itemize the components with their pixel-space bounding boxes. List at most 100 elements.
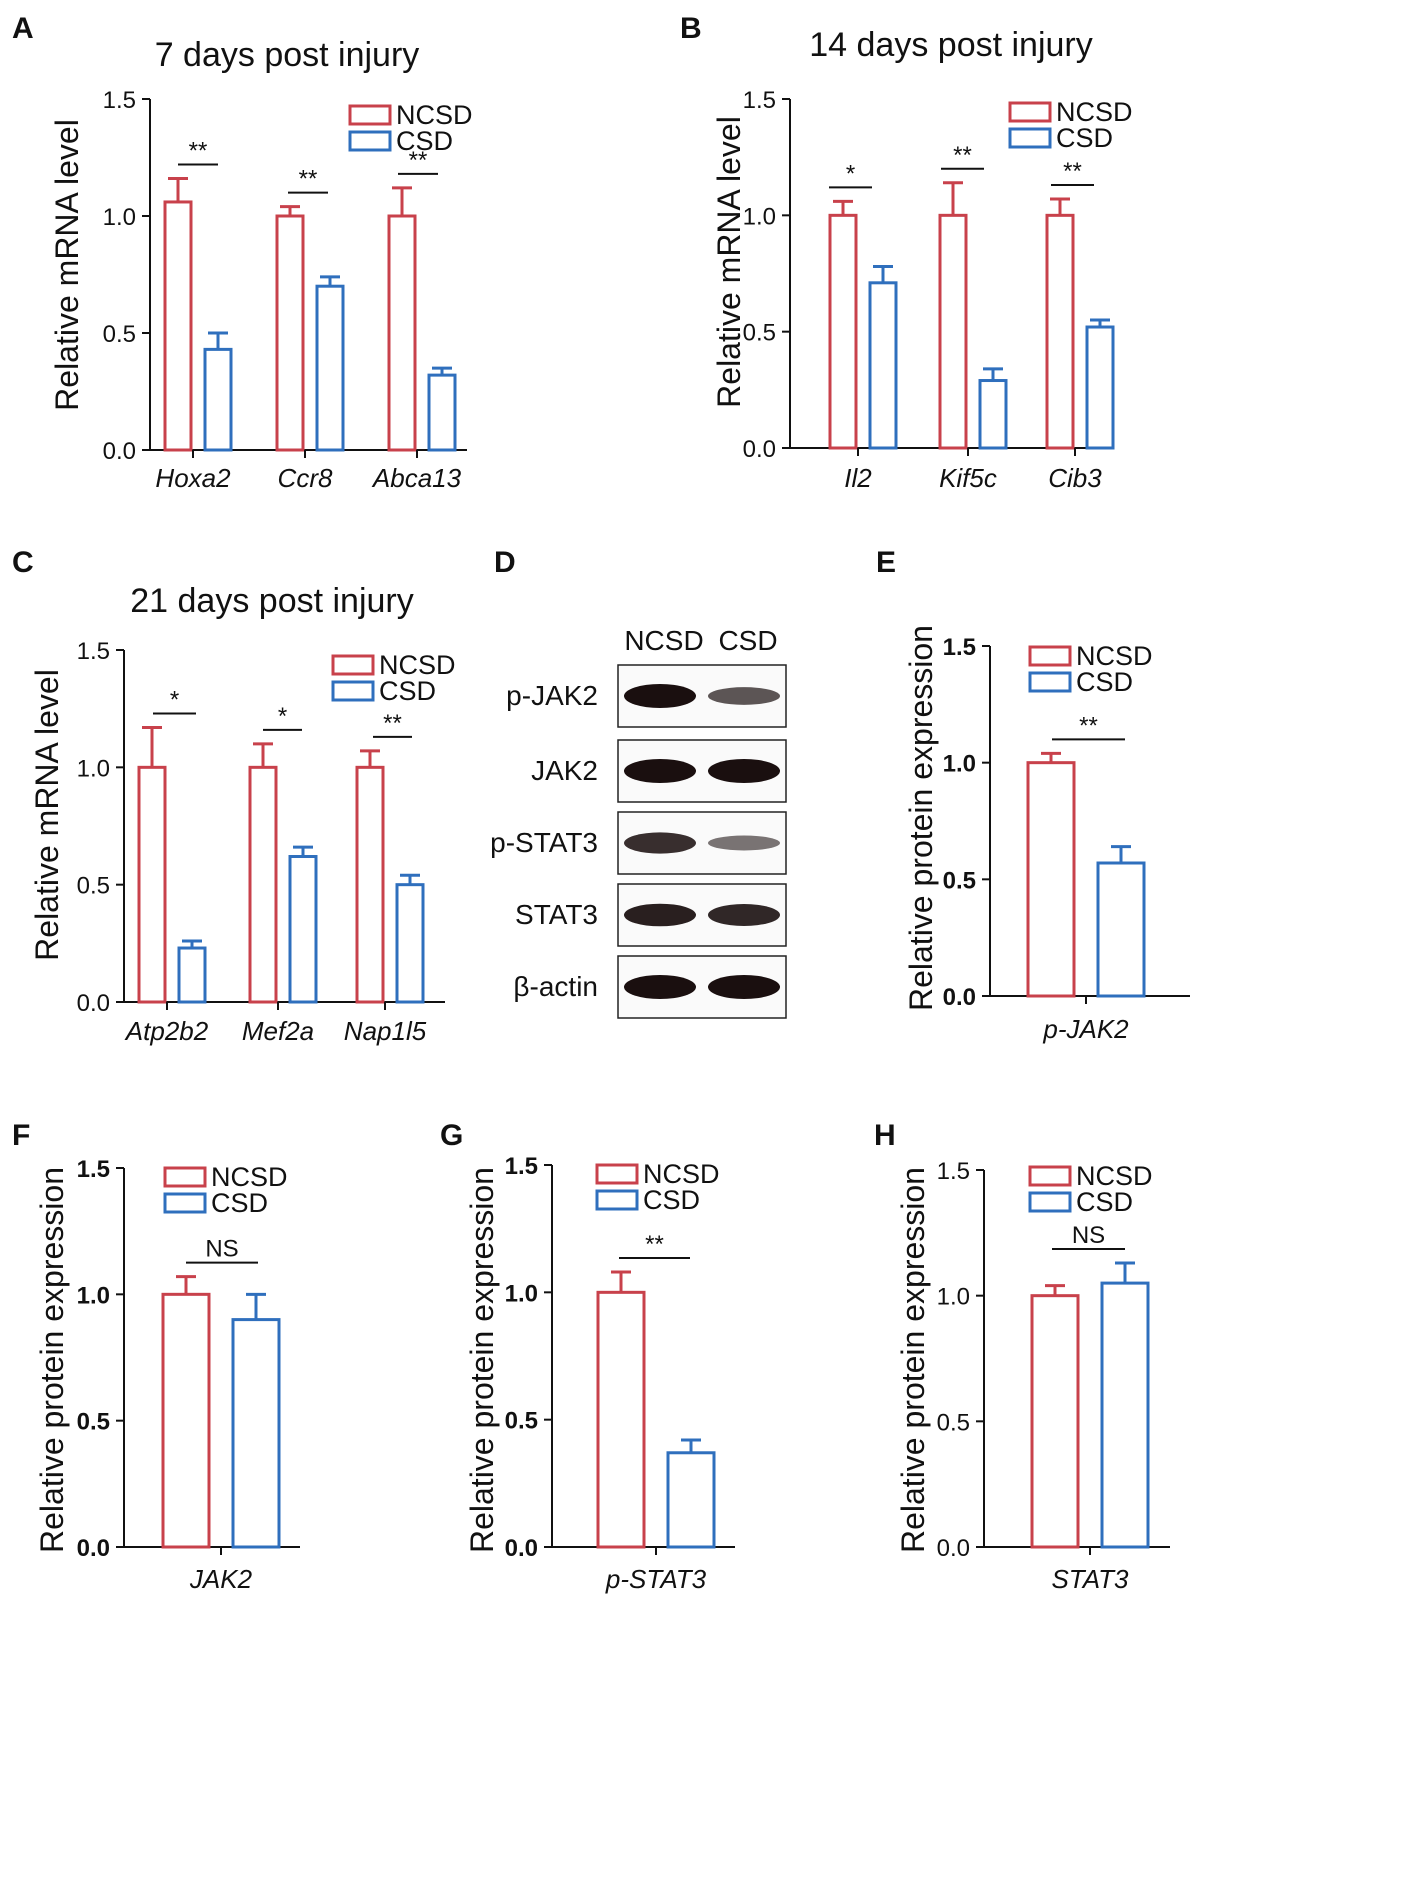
- y-tick-label: 0.0: [743, 436, 776, 463]
- y-tick-label: 0.0: [103, 438, 136, 465]
- legend-swatch: [348, 130, 392, 152]
- bar-ncsd: [355, 765, 385, 1004]
- panel-letter: G: [440, 1119, 463, 1152]
- panel-letter: H: [874, 1119, 896, 1152]
- category-label: Nap1l5: [344, 1016, 427, 1046]
- legend-swatch: [331, 680, 375, 702]
- bar-ncsd: [275, 214, 305, 452]
- legend-label: NCSD: [643, 1159, 720, 1189]
- blot-band: [624, 832, 696, 854]
- y-axis-label: Relative protein expression: [903, 625, 939, 1011]
- panel-letter: B: [680, 12, 702, 45]
- blot-row-label: β-actin: [513, 971, 598, 1002]
- legend-swatch: [1028, 1191, 1072, 1213]
- y-tick-label: 1.5: [743, 87, 776, 114]
- y-tick-label: 1.5: [937, 1158, 970, 1185]
- bar-ncsd: [248, 765, 278, 1004]
- bar-csd: [288, 855, 318, 1004]
- bar-csd: [978, 379, 1008, 450]
- legend-swatch: [1008, 127, 1052, 149]
- y-tick-label: 0.5: [937, 1409, 970, 1436]
- y-tick-label: 0.0: [943, 984, 976, 1011]
- y-tick-label: 1.5: [103, 87, 136, 114]
- legend-swatch: [1028, 671, 1072, 693]
- significance-mark: **: [409, 147, 428, 174]
- blot-row-label: STAT3: [515, 899, 598, 930]
- bar-csd: [868, 281, 898, 450]
- blot-band: [624, 903, 696, 927]
- y-tick-label: 0.5: [743, 320, 776, 347]
- category-label: Mef2a: [242, 1016, 314, 1046]
- legend-swatch: [1028, 1165, 1072, 1187]
- significance-mark: **: [645, 1231, 664, 1258]
- blot-band: [708, 904, 780, 926]
- panel-letter: C: [12, 546, 34, 579]
- legend-label: CSD: [211, 1188, 268, 1218]
- bar-ncsd: [387, 214, 417, 452]
- y-tick-label: 0.0: [77, 990, 110, 1017]
- bar-ncsd: [828, 213, 858, 450]
- blot-band: [708, 687, 780, 705]
- y-tick-label: 1.0: [103, 204, 136, 231]
- y-tick-label: 0.0: [505, 1535, 538, 1562]
- y-axis-label: Relative protein expression: [464, 1167, 500, 1553]
- y-tick-label: 0.5: [943, 867, 976, 894]
- category-label: Abca13: [371, 463, 462, 493]
- legend-label: CSD: [396, 126, 453, 156]
- category-label: p-JAK2: [1042, 1014, 1129, 1044]
- legend-label: CSD: [643, 1185, 700, 1215]
- legend-label: CSD: [1076, 1187, 1133, 1217]
- blot-band: [708, 835, 780, 851]
- bar-ncsd: [1026, 761, 1076, 998]
- y-tick-label: 1.5: [77, 638, 110, 665]
- lane-label: CSD: [718, 625, 777, 656]
- significance-mark: *: [170, 686, 179, 713]
- bar-csd: [666, 1451, 716, 1549]
- y-tick-label: 0.5: [505, 1408, 538, 1435]
- y-axis-label: Relative mRNA level: [711, 116, 747, 408]
- legend-label: CSD: [379, 676, 436, 706]
- category-label: Hoxa2: [155, 463, 231, 493]
- y-tick-label: 1.5: [505, 1153, 538, 1180]
- category-label: Kif5c: [939, 463, 997, 493]
- bar-ncsd: [161, 1292, 211, 1549]
- legend-swatch: [595, 1163, 639, 1185]
- significance-mark: **: [1063, 158, 1082, 185]
- blot-band: [708, 759, 780, 783]
- y-axis-label: Relative mRNA level: [29, 669, 65, 961]
- legend-label: NCSD: [211, 1162, 288, 1192]
- blot-row-label: p-STAT3: [490, 827, 598, 858]
- legend-label: NCSD: [1056, 97, 1133, 127]
- y-tick-label: 1.0: [505, 1280, 538, 1307]
- bar-csd: [177, 946, 207, 1004]
- category-label: p-STAT3: [605, 1564, 707, 1594]
- panel-letter: E: [876, 546, 896, 579]
- category-label: Cib3: [1048, 463, 1102, 493]
- y-axis-label: Relative mRNA level: [49, 119, 85, 411]
- legend-label: NCSD: [396, 100, 473, 130]
- y-tick-label: 1.5: [77, 1156, 110, 1183]
- bar-ncsd: [1045, 213, 1075, 450]
- significance-mark: *: [278, 703, 287, 730]
- category-label: Il2: [844, 463, 872, 493]
- y-axis-label: Relative protein expression: [895, 1167, 931, 1553]
- bar-ncsd: [137, 765, 167, 1004]
- blot-band: [708, 975, 780, 999]
- y-tick-label: 1.0: [943, 751, 976, 778]
- y-tick-label: 0.5: [77, 1409, 110, 1436]
- chart-title: 14 days post injury: [809, 26, 1093, 64]
- legend-label: CSD: [1076, 667, 1133, 697]
- bar-csd: [231, 1318, 281, 1549]
- bar-csd: [395, 883, 425, 1004]
- legend-swatch: [348, 104, 392, 126]
- significance-mark: **: [383, 710, 402, 737]
- y-tick-label: 1.5: [943, 634, 976, 661]
- panel-letter: A: [12, 12, 34, 45]
- significance-mark: **: [1079, 712, 1098, 739]
- bar-ncsd: [938, 213, 968, 450]
- legend-label: NCSD: [1076, 1161, 1153, 1191]
- chart-title: 21 days post injury: [130, 582, 414, 620]
- significance-mark: NS: [1072, 1222, 1105, 1249]
- significance-mark: **: [953, 142, 972, 169]
